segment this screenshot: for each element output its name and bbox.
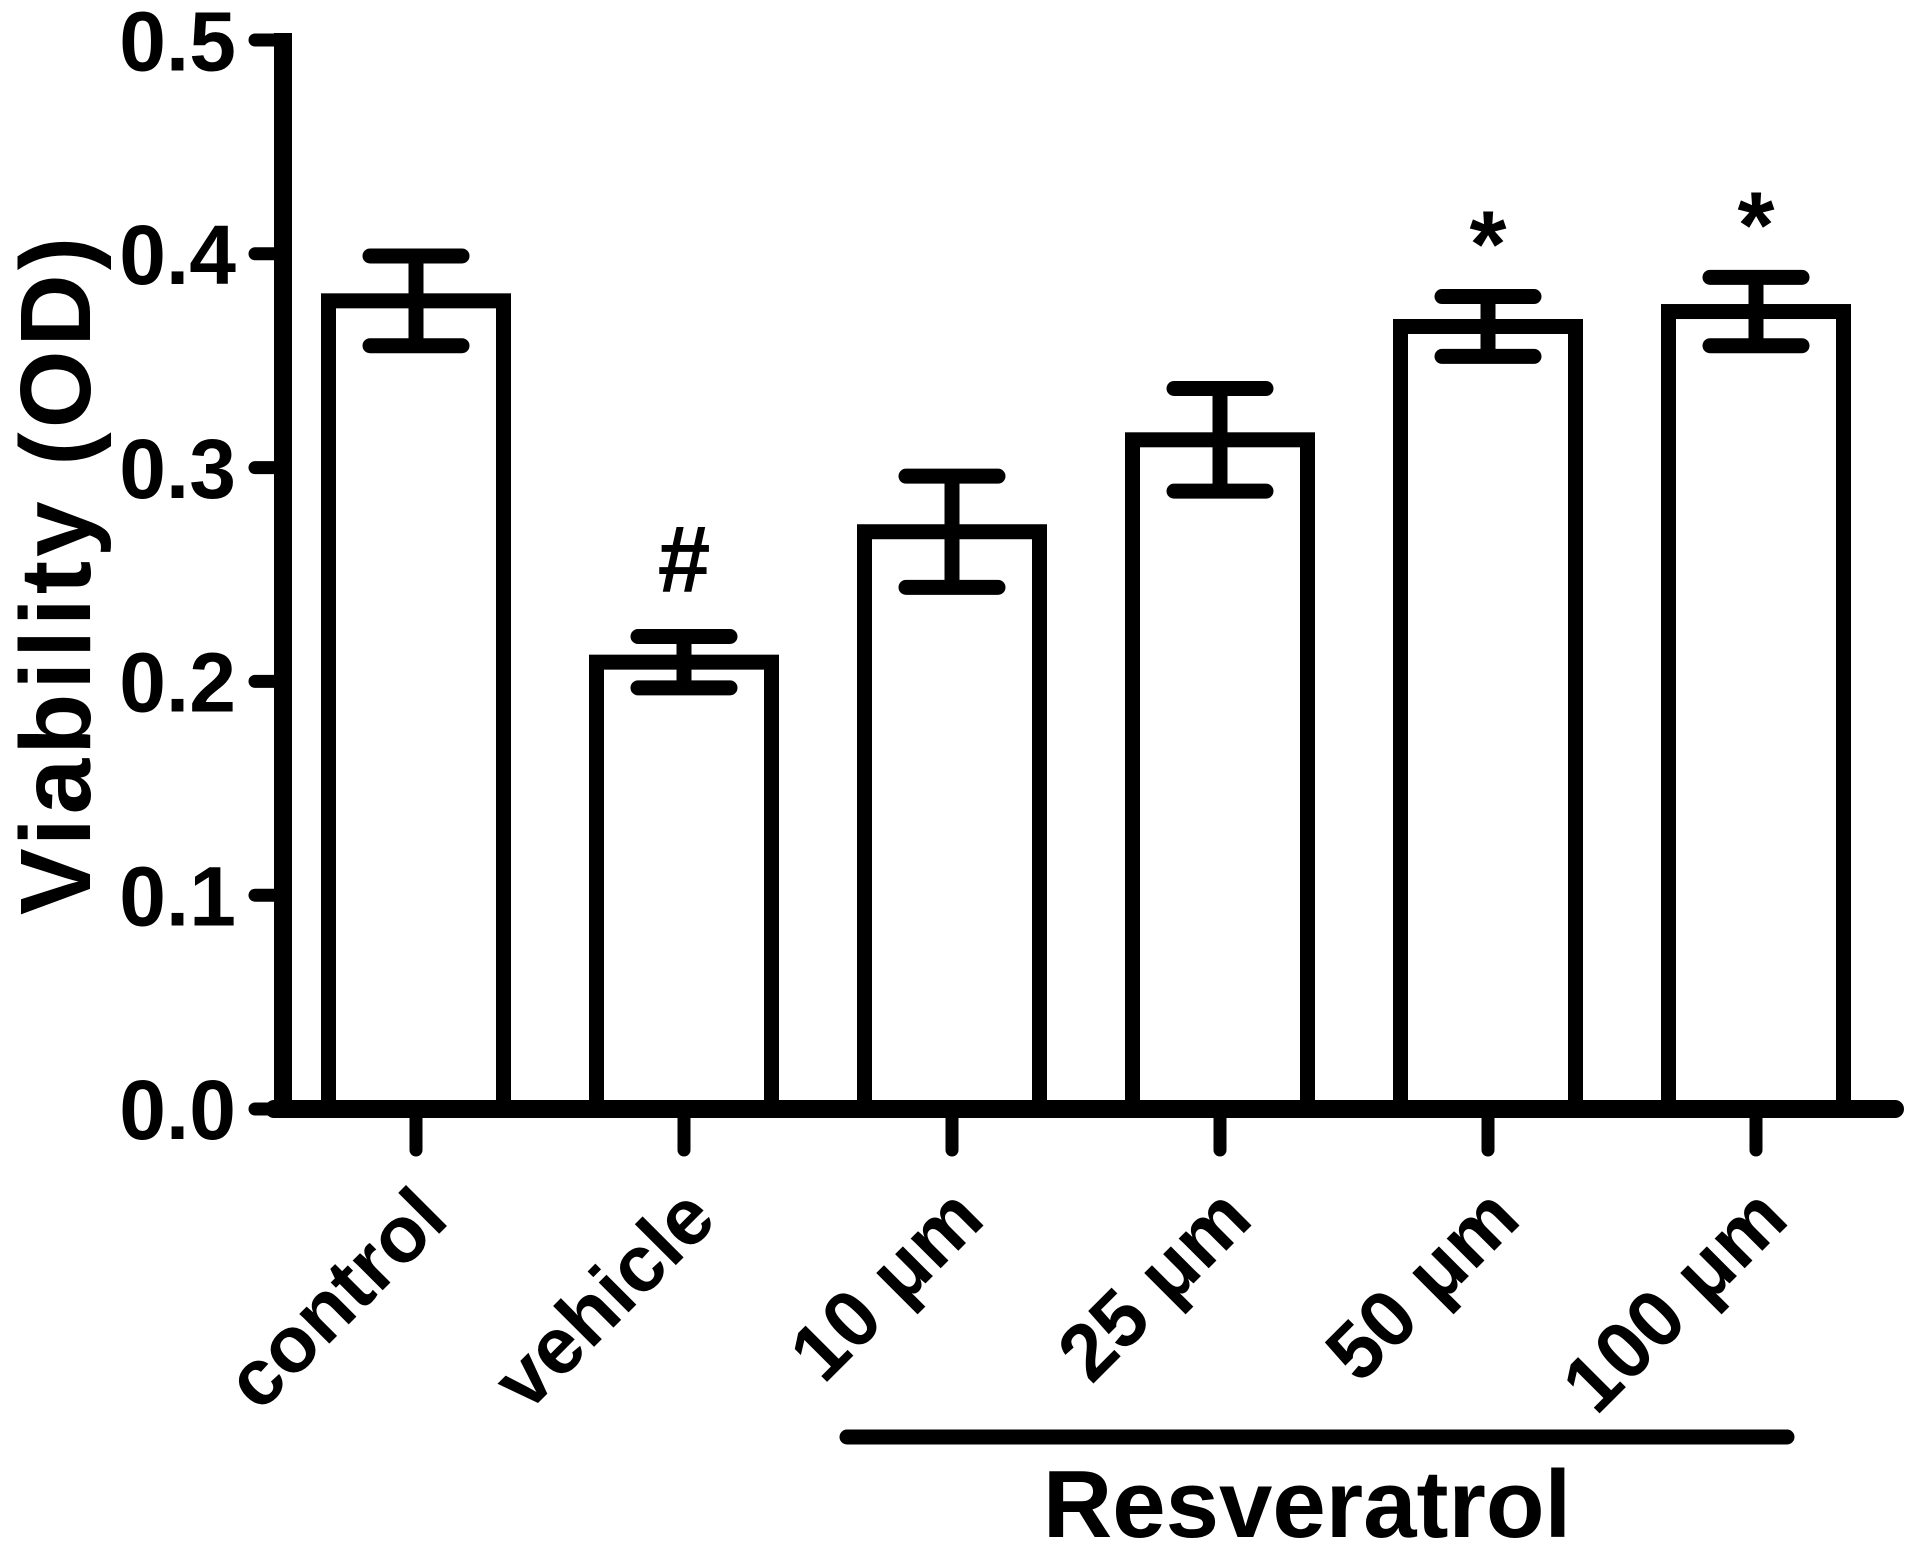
bar-6	[1661, 304, 1851, 1117]
resveratrol-group-label: Resveratrol	[1043, 1451, 1571, 1558]
errorbars-layer	[362, 248, 1810, 696]
y-axis-ticks: 0.0 0.1 0.2 0.3 0.4 0.5	[119, 0, 290, 1157]
significance-annotations: # * *	[658, 172, 1775, 612]
bar-1	[321, 293, 511, 1117]
axes-layer	[265, 33, 1904, 1118]
bar-5	[1393, 318, 1583, 1117]
annotation-hash-2: #	[658, 507, 711, 613]
y-tick-label-0.5: 0.5	[119, 0, 236, 88]
y-tick-label-0.1: 0.1	[119, 849, 236, 943]
annotation-asterisk-6: *	[1738, 172, 1775, 278]
y-tick-label-0.0: 0.0	[119, 1063, 236, 1157]
x-axis-ticks	[409, 1102, 1763, 1157]
bar-3	[857, 524, 1047, 1117]
bar-4	[1125, 432, 1315, 1117]
y-axis-label: Viability (OD)	[0, 233, 112, 915]
y-tick-label-0.4: 0.4	[119, 208, 236, 302]
annotation-asterisk-5: *	[1470, 192, 1507, 298]
y-tick-label-0.3: 0.3	[119, 422, 236, 516]
bar-2	[589, 654, 779, 1117]
y-tick-label-0.2: 0.2	[119, 636, 236, 730]
